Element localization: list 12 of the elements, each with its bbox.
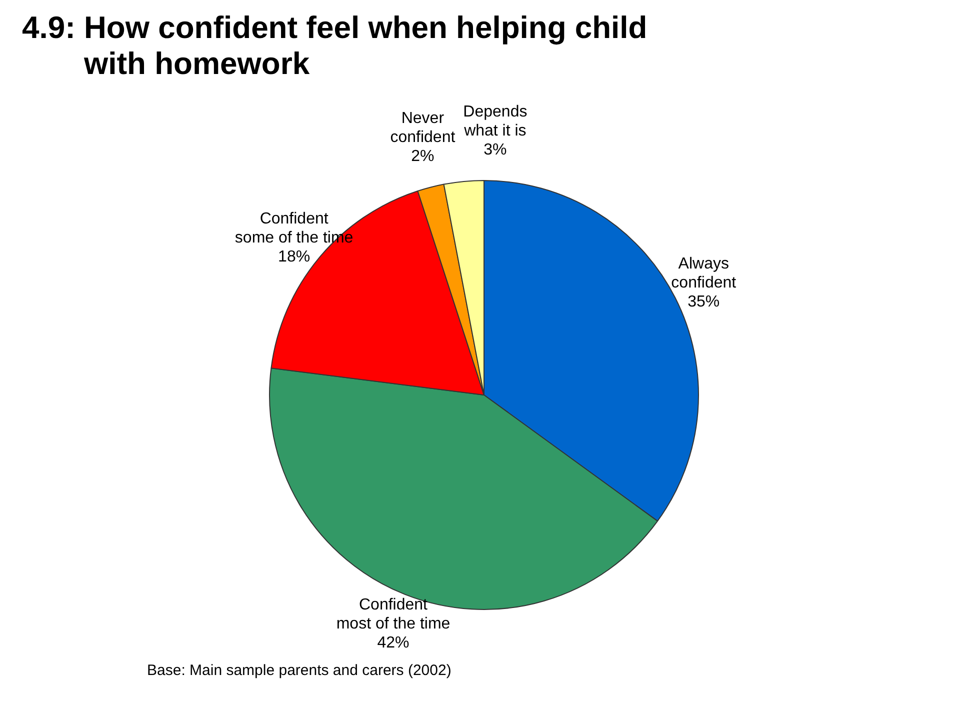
data-label: 3% <box>484 142 507 158</box>
slice-label: Always confident <box>671 256 737 292</box>
data-label: 2% <box>411 148 434 166</box>
slice-label: Confident some of the time <box>234 210 354 246</box>
data-label: 35% <box>688 294 720 310</box>
chart-title: 4.9: How confident feel when helping child with homework <box>22 10 648 82</box>
data-label: 18% <box>278 248 310 266</box>
slice-label: Never confident <box>390 110 456 146</box>
data-label: 42% <box>377 634 410 652</box>
text: Base: Main sample parents and carers (2002) <box>147 662 452 679</box>
slice-label: Confident most of the time <box>336 596 450 633</box>
slice-label: Depends what it is <box>463 104 528 140</box>
